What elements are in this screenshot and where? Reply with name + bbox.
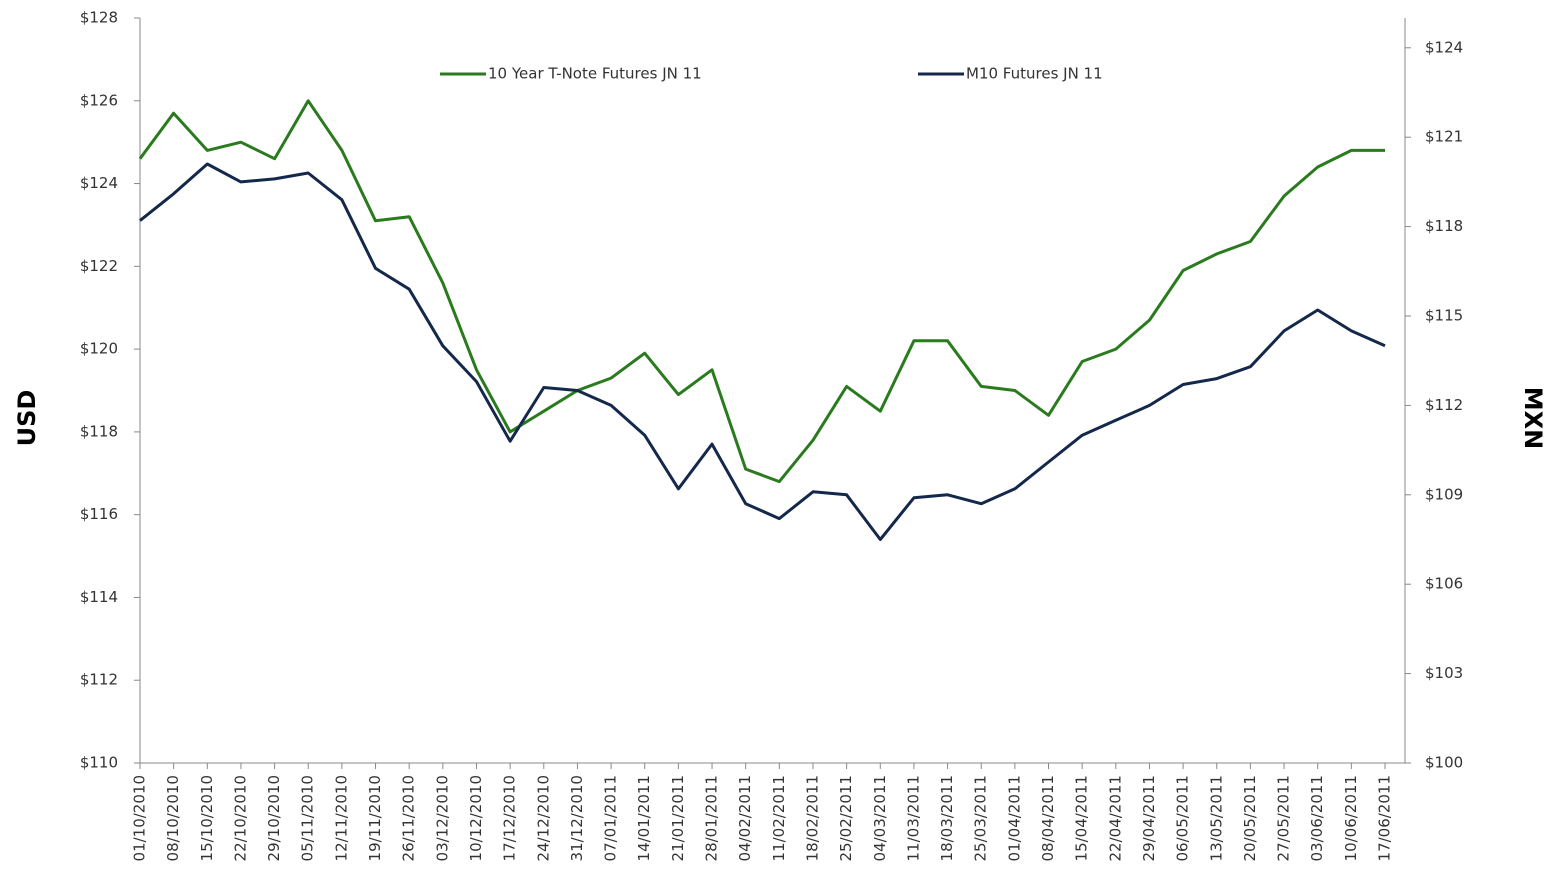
x-tick-label: 28/01/2011 xyxy=(703,775,721,861)
y-tick-label: $120 xyxy=(80,340,118,358)
series-line xyxy=(138,99,1385,484)
x-tick-label: 15/04/2011 xyxy=(1073,775,1091,861)
y2-tick-label: $121 xyxy=(1425,128,1463,146)
x-tick-label: 01/10/2010 xyxy=(131,775,149,861)
y2-tick-label: $118 xyxy=(1425,217,1463,235)
x-tick-label: 06/05/2011 xyxy=(1174,775,1192,861)
x-tick-label: 25/02/2011 xyxy=(837,775,855,861)
y-tick-label: $122 xyxy=(80,257,118,275)
y-tick-label: $114 xyxy=(80,588,118,606)
y2-tick-label: $103 xyxy=(1425,664,1463,682)
x-tick-label: 25/03/2011 xyxy=(972,775,990,861)
y2-tick-label: $115 xyxy=(1425,307,1463,325)
legend-label: 10 Year T-Note Futures JN 11 xyxy=(488,65,702,83)
x-tick-label: 15/10/2010 xyxy=(198,775,216,861)
x-tick-label: 08/10/2010 xyxy=(164,775,182,861)
x-tick-label: 20/05/2011 xyxy=(1241,775,1259,861)
x-tick-label: 18/03/2011 xyxy=(938,775,956,861)
x-tick-label: 18/02/2011 xyxy=(803,775,821,861)
x-tick-label: 13/05/2011 xyxy=(1207,775,1225,861)
y-tick-label: $126 xyxy=(80,91,118,109)
x-tick-label: 03/12/2010 xyxy=(433,775,451,861)
x-tick-label: 27/05/2011 xyxy=(1275,775,1293,861)
x-tick-label: 05/11/2010 xyxy=(299,775,317,861)
x-tick-label: 29/10/2010 xyxy=(265,775,283,861)
x-tick-label: 04/02/2011 xyxy=(736,775,754,861)
x-tick-label: 22/04/2011 xyxy=(1106,775,1124,861)
x-tick-label: 17/12/2010 xyxy=(501,775,519,861)
x-tick-label: 14/01/2011 xyxy=(635,775,653,861)
x-tick-label: 03/06/2011 xyxy=(1308,775,1326,861)
y2-tick-label: $109 xyxy=(1425,485,1463,503)
y-tick-label: $110 xyxy=(80,754,118,772)
x-tick-label: 10/12/2010 xyxy=(467,775,485,861)
y2-tick-label: $124 xyxy=(1425,38,1463,56)
y-tick-label: $116 xyxy=(80,505,118,523)
y-tick-label: $128 xyxy=(80,9,118,27)
y-tick-label: $118 xyxy=(80,422,118,440)
x-tick-label: 22/10/2010 xyxy=(231,775,249,861)
x-tick-label: 19/11/2010 xyxy=(366,775,384,861)
y2-tick-label: $106 xyxy=(1425,575,1463,593)
x-tick-label: 04/03/2011 xyxy=(871,775,889,861)
x-tick-label: 08/04/2011 xyxy=(1039,775,1057,861)
x-tick-label: 21/01/2011 xyxy=(669,775,687,861)
y-tick-label: $112 xyxy=(80,671,118,689)
x-tick-label: 26/11/2010 xyxy=(400,775,418,861)
x-tick-label: 10/06/2011 xyxy=(1342,775,1360,861)
y2-tick-label: $100 xyxy=(1425,754,1463,772)
x-tick-label: 11/03/2011 xyxy=(904,775,922,861)
x-tick-label: 11/02/2011 xyxy=(770,775,788,861)
y2-axis-label: MXN xyxy=(1519,387,1547,449)
y-axis-label: USD xyxy=(13,390,41,447)
x-tick-label: 17/06/2011 xyxy=(1376,775,1394,861)
x-tick-label: 29/04/2011 xyxy=(1140,775,1158,861)
x-tick-label: 24/12/2010 xyxy=(534,775,552,861)
x-tick-label: 07/01/2011 xyxy=(602,775,620,861)
y-tick-label: $124 xyxy=(80,174,118,192)
x-tick-label: 12/11/2010 xyxy=(332,775,350,861)
x-tick-label: 31/12/2010 xyxy=(568,775,586,861)
x-tick-label: 01/04/2011 xyxy=(1005,775,1023,861)
series-line xyxy=(139,162,1386,541)
legend-label: M10 Futures JN 11 xyxy=(966,65,1103,83)
y2-tick-label: $112 xyxy=(1425,396,1463,414)
